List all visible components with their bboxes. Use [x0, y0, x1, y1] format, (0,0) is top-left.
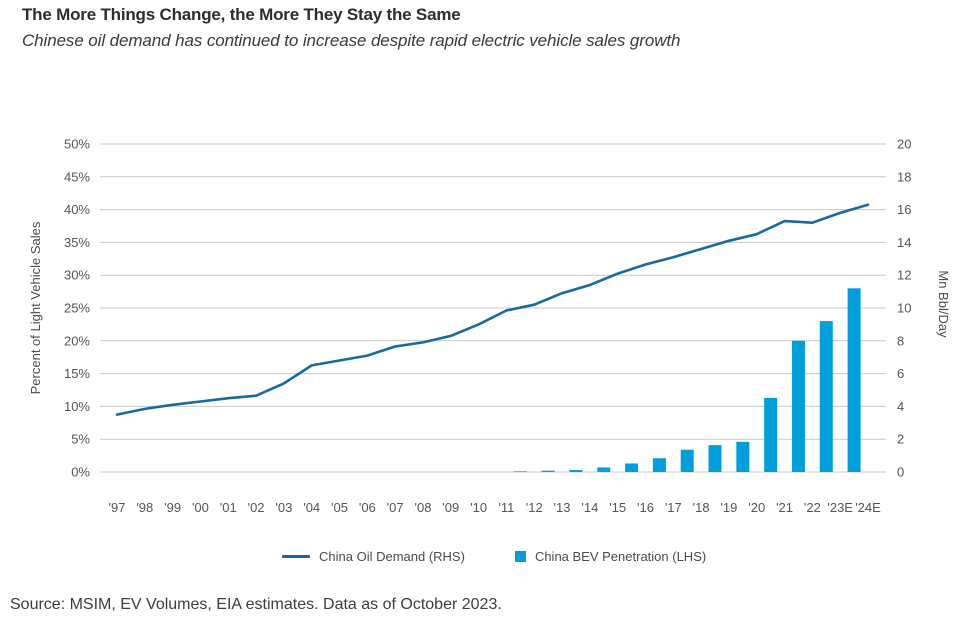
left-axis-title: Percent of Light Vehicle Sales: [28, 221, 43, 394]
x-axis-tick-label: '06: [359, 500, 376, 515]
bev-penetration-bar: [708, 445, 722, 472]
right-axis-tick-label: 18: [897, 169, 911, 184]
x-axis-tick-label: '22: [804, 500, 821, 515]
x-axis-tick-label: '01: [220, 500, 237, 515]
x-axis-tick-label: '99: [164, 500, 181, 515]
bev-penetration-bar: [569, 470, 583, 472]
left-axis-tick-label: 45%: [64, 169, 90, 184]
bev-penetration-bar: [736, 441, 750, 472]
x-axis-tick-label: '16: [637, 500, 654, 515]
chart-subtitle: Chinese oil demand has continued to incr…: [22, 31, 681, 50]
bev-bar-marker-icon: [514, 551, 526, 562]
left-axis-tick-label: 30%: [64, 268, 90, 283]
legend-label-bev-penetration: China BEV Penetration (LHS): [534, 549, 707, 564]
left-axis-tick-label: 20%: [64, 333, 90, 348]
left-axis-tick-label: 5%: [71, 432, 90, 447]
right-axis-tick-label: 12: [897, 268, 911, 283]
x-axis-tick-label: '20: [748, 500, 765, 515]
left-axis-tick-label: 40%: [64, 202, 90, 217]
right-axis-tick-label: 2: [897, 432, 904, 447]
x-axis-tick-label: '14: [581, 500, 598, 515]
x-axis-tick-label: '11: [498, 500, 514, 515]
x-axis-tick-label: '15: [609, 500, 626, 515]
x-axis-tick-label: '21: [776, 500, 793, 515]
x-axis-tick-label: '05: [331, 500, 348, 515]
x-axis-tick-label: '98: [136, 500, 153, 515]
left-axis-tick-label: 15%: [64, 366, 90, 381]
legend-item-bev-penetration: China BEV Penetration (LHS): [514, 549, 707, 564]
left-axis-tick-label: 10%: [64, 399, 90, 414]
x-axis-tick-label: '23E: [827, 500, 853, 515]
left-axis-tick-label: 35%: [64, 235, 90, 250]
bev-penetration-bar: [625, 463, 639, 472]
x-axis-tick-label: '09: [442, 500, 459, 515]
right-axis-tick-label: 6: [897, 366, 904, 381]
x-axis-tick-label: '07: [387, 500, 404, 515]
x-axis-tick-label: '10: [470, 500, 487, 515]
bev-penetration-bar: [513, 471, 527, 472]
chart-title: The More Things Change, the More They St…: [22, 5, 461, 24]
x-axis-tick-label: '24E: [855, 500, 881, 515]
x-axis-tick-label: '97: [109, 500, 126, 515]
right-axis-tick-label: 4: [897, 399, 904, 414]
bev-penetration-bar: [791, 340, 805, 472]
oil-demand-line-marker-icon: [282, 555, 310, 558]
source-note: Source: MSIM, EV Volumes, EIA estimates.…: [10, 596, 502, 613]
left-axis-tick-label: 50%: [64, 137, 90, 152]
x-axis-tick-label: '02: [248, 500, 265, 515]
bev-penetration-bar: [541, 470, 555, 472]
right-axis-tick-label: 20: [897, 137, 911, 152]
right-axis-title: Mn Bbl/Day: [936, 270, 951, 338]
legend-item-oil-demand: China Oil Demand (RHS): [282, 549, 465, 564]
right-axis-tick-label: 0: [897, 465, 904, 480]
legend-label-oil-demand: China Oil Demand (RHS): [319, 549, 465, 564]
bev-penetration-bar: [652, 458, 666, 472]
right-axis-tick-label: 14: [897, 235, 911, 250]
x-axis-tick-label: '19: [720, 500, 737, 515]
x-axis-tick-label: '00: [192, 500, 209, 515]
x-axis-tick-label: '17: [665, 500, 682, 515]
left-axis-tick-label: 25%: [64, 301, 90, 316]
x-axis-tick-label: '12: [526, 500, 543, 515]
left-axis-tick-label: 0%: [71, 465, 90, 480]
x-axis-tick-label: '04: [303, 500, 320, 515]
bev-penetration-bar: [597, 467, 611, 472]
chart-legend: China Oil Demand (RHS) China BEV Penetra…: [282, 549, 706, 564]
x-axis-tick-label: '08: [414, 500, 431, 515]
right-axis-tick-label: 10: [897, 301, 911, 316]
right-axis-tick-label: 8: [897, 333, 904, 348]
x-axis-tick-label: '13: [554, 500, 571, 515]
x-axis-tick-label: '18: [693, 500, 710, 515]
bev-penetration-bar: [819, 321, 833, 472]
bev-penetration-bar: [847, 288, 861, 472]
bev-penetration-bar: [680, 449, 694, 472]
oil-demand-line: [115, 203, 870, 416]
bev-penetration-bar: [764, 397, 778, 472]
right-axis-tick-label: 16: [897, 202, 911, 217]
x-axis-tick-label: '03: [275, 500, 292, 515]
